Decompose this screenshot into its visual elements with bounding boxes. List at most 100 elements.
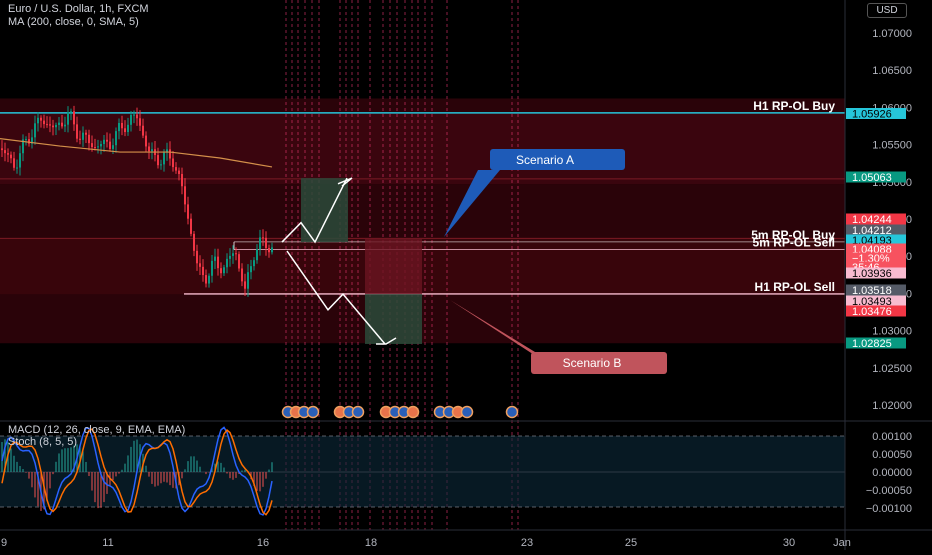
price-badge bbox=[846, 243, 906, 255]
candle-body bbox=[22, 139, 24, 154]
candle-body bbox=[175, 167, 177, 171]
candle-body bbox=[10, 154, 12, 159]
candle-body bbox=[28, 139, 30, 144]
candle-body bbox=[76, 124, 78, 139]
candle-body bbox=[214, 256, 216, 261]
candle-body bbox=[94, 147, 96, 149]
candle-body bbox=[52, 125, 54, 128]
long-target-box bbox=[301, 178, 348, 243]
candle-body bbox=[46, 124, 48, 126]
candle-body bbox=[262, 237, 264, 239]
candle-body bbox=[241, 268, 243, 282]
candle-body bbox=[202, 266, 204, 276]
time-tick: 16 bbox=[257, 537, 269, 549]
candle-body bbox=[235, 253, 237, 255]
candle-body bbox=[58, 122, 60, 125]
candle-body bbox=[259, 237, 261, 250]
candle-body bbox=[169, 149, 171, 159]
candle-body bbox=[136, 114, 138, 119]
price-badge bbox=[846, 267, 906, 279]
scenario-paths-layer bbox=[281, 177, 397, 345]
price-badge bbox=[846, 284, 906, 296]
candle-body bbox=[127, 124, 129, 133]
candle-body bbox=[160, 164, 162, 166]
candle-body bbox=[133, 114, 135, 116]
candle-body bbox=[13, 158, 15, 168]
indicator-tick: −0.00050 bbox=[866, 485, 912, 497]
indicator-tick: 0.00050 bbox=[872, 449, 912, 461]
candle-body bbox=[43, 120, 45, 125]
candle-body bbox=[184, 186, 186, 205]
candle-body bbox=[142, 125, 144, 136]
candle-body bbox=[82, 132, 84, 140]
candle-body bbox=[181, 173, 183, 187]
price-badge bbox=[846, 337, 906, 349]
callout-b-pointer bbox=[450, 300, 545, 362]
zone-middle bbox=[0, 238, 845, 295]
price-badge bbox=[846, 108, 906, 119]
price-badge bbox=[846, 252, 906, 264]
indicator-pane bbox=[0, 420, 932, 516]
candle-body bbox=[34, 123, 36, 138]
candle-body bbox=[190, 218, 192, 234]
candle-body bbox=[7, 153, 9, 155]
macd-legend: MACD (12, 26, close, 9, EMA, EMA) bbox=[8, 424, 186, 436]
currency-button[interactable]: USD bbox=[867, 3, 907, 18]
stoch-band bbox=[0, 436, 845, 507]
scenario-b-arrowhead bbox=[376, 337, 397, 345]
price-badge bbox=[846, 171, 906, 183]
candle-body bbox=[85, 132, 87, 135]
candle-body bbox=[100, 143, 102, 147]
candle-body bbox=[16, 167, 18, 169]
candle-body bbox=[31, 137, 33, 144]
short-stop-box bbox=[365, 238, 422, 295]
candle-body bbox=[238, 254, 240, 269]
position-boxes-layer bbox=[301, 178, 422, 344]
candle-body bbox=[139, 118, 141, 126]
economic-event-icon bbox=[351, 405, 365, 419]
candle-body bbox=[73, 111, 75, 125]
candle-body bbox=[187, 204, 189, 219]
time-tick: 11 bbox=[102, 537, 113, 549]
price-tick: 1.02500 bbox=[872, 363, 912, 375]
candle-body bbox=[268, 247, 270, 253]
candle-body bbox=[55, 124, 57, 128]
macd-line bbox=[1, 426, 273, 516]
scenario-a-path bbox=[281, 177, 348, 244]
candle-body bbox=[166, 149, 168, 153]
indicator-tick: −0.00100 bbox=[866, 503, 912, 515]
price-badge bbox=[846, 213, 906, 225]
zone-upper bbox=[0, 112, 845, 185]
price-badge bbox=[846, 305, 906, 317]
stoch-legend: Stoch (8, 5, 5) bbox=[8, 436, 78, 448]
candle-body bbox=[118, 122, 120, 132]
candle-body bbox=[250, 266, 252, 273]
candle-body bbox=[151, 149, 153, 152]
candle-body bbox=[67, 112, 69, 125]
ma-legend: MA (200, close, 0, SMA, 5) bbox=[8, 16, 139, 28]
candle-body bbox=[193, 233, 195, 251]
candle-body bbox=[163, 152, 165, 165]
candle-body bbox=[112, 145, 114, 149]
candle-body bbox=[178, 170, 180, 174]
candle-body bbox=[64, 124, 66, 127]
price-badge bbox=[846, 224, 906, 236]
price-badge-label: 1.03518 bbox=[852, 285, 892, 297]
time-tick: Jan bbox=[833, 537, 851, 549]
candle-body bbox=[124, 128, 126, 133]
time-tick: 9 bbox=[1, 537, 7, 549]
candle-body bbox=[211, 260, 213, 276]
indicator-tick: 0.00000 bbox=[872, 467, 912, 479]
economic-event-icon bbox=[406, 405, 420, 419]
price-badge-label: 1.04244 bbox=[852, 214, 892, 226]
candle-body bbox=[172, 158, 174, 168]
candle-body bbox=[229, 255, 231, 259]
callout-a-box bbox=[490, 149, 625, 170]
time-tick: 23 bbox=[521, 537, 533, 549]
price-badge-label: 1.03936 bbox=[852, 268, 892, 280]
event-icons-layer bbox=[281, 405, 519, 419]
level-label: H1 RP-OL Sell bbox=[755, 280, 835, 294]
price-badges: 1.059261.050631.042441.042121.041931.040… bbox=[846, 108, 906, 350]
